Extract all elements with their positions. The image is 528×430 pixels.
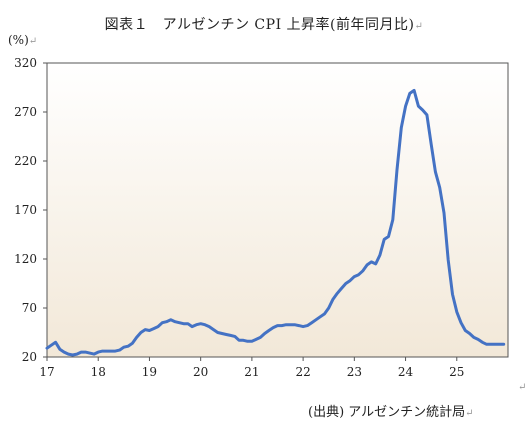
x-tick-label: 25 bbox=[449, 365, 464, 379]
y-tick-label: 70 bbox=[22, 301, 37, 315]
paragraph-mark: ↵ bbox=[414, 21, 424, 32]
x-tick-label: 19 bbox=[142, 365, 157, 379]
x-tick-label: 18 bbox=[91, 365, 106, 379]
x-tick-label: 23 bbox=[347, 365, 362, 379]
x-tick-label: 21 bbox=[244, 365, 259, 379]
x-tick-label: 22 bbox=[295, 365, 310, 379]
paragraph-mark: ↵ bbox=[28, 36, 38, 47]
y-tick-label: 170 bbox=[14, 203, 37, 217]
y-tick-label: 20 bbox=[22, 350, 37, 364]
y-tick-label: 220 bbox=[14, 154, 37, 168]
source-note-text: (出典) アルゼンチン統計局 bbox=[308, 405, 466, 420]
y-axis-unit-text: (%) bbox=[8, 33, 29, 47]
y-tick-label: 320 bbox=[14, 56, 37, 70]
x-tick-label: 17 bbox=[39, 365, 54, 379]
series-line bbox=[45, 88, 506, 357]
chart-title-text: 図表１ アルゼンチン CPI 上昇率(前年同月比) bbox=[104, 17, 415, 33]
x-tick-label: 24 bbox=[398, 365, 414, 379]
paragraph-mark: ↵ bbox=[465, 408, 474, 419]
paragraph-mark: ↵ bbox=[518, 382, 527, 393]
x-tick-label: 20 bbox=[193, 365, 208, 379]
plot-area bbox=[47, 63, 508, 357]
chart-title: 図表１ アルゼンチン CPI 上昇率(前年同月比)↵ bbox=[0, 14, 528, 34]
y-tick-label: 270 bbox=[14, 105, 37, 119]
source-note: (出典) アルゼンチン統計局↵ bbox=[308, 401, 474, 420]
y-axis-unit: (%)↵ bbox=[8, 33, 37, 47]
y-tick-label: 120 bbox=[14, 252, 37, 266]
